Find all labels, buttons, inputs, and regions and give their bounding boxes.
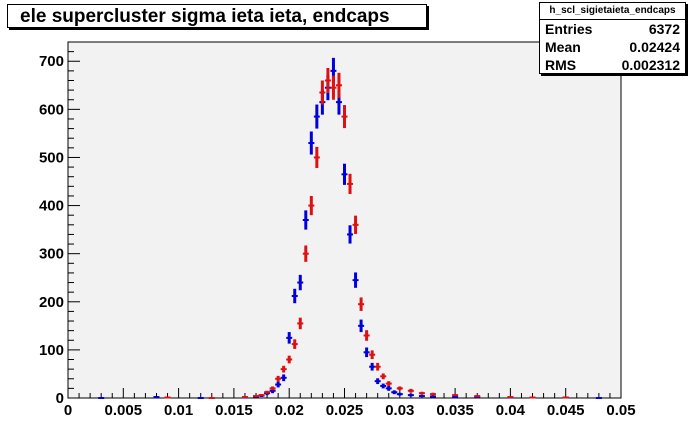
- data-point: [452, 396, 459, 399]
- data-point: [291, 339, 298, 349]
- data-point: [391, 390, 398, 395]
- data-point: [164, 396, 171, 399]
- data-point: [363, 330, 370, 341]
- data-point: [507, 396, 514, 399]
- data-point: [358, 297, 365, 311]
- x-tick-label: 0: [64, 402, 72, 419]
- data-point: [380, 373, 387, 380]
- stats-box: h_scl_sigietaieta_endcaps Entries 6372 M…: [539, 2, 686, 74]
- data-point: [352, 272, 359, 288]
- data-point: [369, 350, 376, 360]
- data-point: [429, 392, 436, 396]
- data-point: [269, 386, 276, 391]
- x-axis: 0 0.005 0.01 0.015 0.02 0.025 0.03 0.035 0.04 0.0…: [64, 388, 636, 419]
- data-point: [291, 288, 298, 304]
- data-point: [562, 396, 569, 399]
- data-point: [286, 355, 293, 364]
- x-tick-label: 0.05: [606, 402, 635, 419]
- data-point: [153, 396, 160, 399]
- y-tick-label: 200: [39, 294, 64, 311]
- data-point: [474, 395, 481, 398]
- data-point: [358, 319, 365, 333]
- series-1: [164, 67, 569, 399]
- data-point: [275, 375, 282, 382]
- stats-label: Entries: [545, 21, 593, 37]
- data-point: [302, 245, 309, 262]
- data-point: [258, 394, 265, 397]
- x-tick-label: 0.02: [275, 402, 304, 419]
- stats-label: RMS: [545, 57, 577, 73]
- data-point: [396, 392, 403, 396]
- y-tick-label: 100: [39, 342, 64, 359]
- data-point: [313, 104, 320, 129]
- series-layer: [98, 57, 602, 399]
- data-point: [308, 131, 315, 155]
- data-point: [241, 396, 248, 399]
- data-point: [385, 385, 392, 391]
- data-point: [280, 374, 287, 382]
- data-point: [302, 210, 309, 230]
- data-point: [275, 381, 282, 388]
- x-tick-label: 0.03: [385, 402, 414, 419]
- series-0: [98, 57, 602, 399]
- data-point: [407, 388, 414, 393]
- data-point: [347, 225, 354, 244]
- x-tick-label: 0.04: [496, 402, 526, 419]
- data-point: [385, 381, 392, 386]
- data-point: [374, 378, 381, 385]
- stats-value: 0.02424: [629, 39, 680, 55]
- data-point: [319, 80, 326, 105]
- stats-row-rms: RMS 0.002312: [540, 56, 685, 74]
- y-tick-label: 500: [39, 149, 64, 166]
- data-point: [363, 347, 370, 358]
- data-point: [324, 67, 331, 93]
- data-point: [330, 75, 337, 100]
- x-tick-label: 0.045: [547, 402, 585, 419]
- stats-row-mean: Mean 0.02424: [540, 38, 685, 56]
- x-tick-label: 0.025: [326, 402, 364, 419]
- data-point: [452, 394, 459, 397]
- data-point: [352, 215, 359, 234]
- data-point: [253, 395, 260, 398]
- data-point: [313, 146, 320, 169]
- data-point: [341, 105, 348, 129]
- y-tick-label: 600: [39, 101, 64, 118]
- x-tick-label: 0.005: [105, 402, 143, 419]
- stats-histogram-name: h_scl_sigietaieta_endcaps: [540, 3, 685, 20]
- data-point: [347, 173, 354, 195]
- data-point: [341, 163, 348, 185]
- data-point: [286, 332, 293, 344]
- data-point: [280, 365, 287, 373]
- chart-title: ele supercluster sigma ieta ieta, endcap…: [7, 4, 427, 28]
- stats-value: 6372: [648, 21, 680, 37]
- y-tick-label: 300: [39, 246, 64, 263]
- y-tick-label: 700: [39, 53, 64, 70]
- data-point: [418, 391, 425, 395]
- data-point: [380, 383, 387, 389]
- data-point: [297, 317, 304, 330]
- y-axis: 0 100 200 300 400 500 600 700: [39, 41, 80, 407]
- stats-label: Mean: [545, 39, 581, 55]
- data-point: [418, 395, 425, 398]
- x-tick-label: 0.035: [436, 402, 474, 419]
- stats-value: 0.002312: [621, 57, 680, 73]
- y-tick-label: 0: [56, 390, 64, 407]
- data-point: [264, 390, 271, 394]
- y-tick-label: 400: [39, 198, 64, 215]
- data-point: [429, 395, 436, 398]
- data-point: [369, 362, 376, 371]
- data-point: [308, 195, 315, 216]
- data-point: [529, 396, 536, 399]
- data-point: [407, 393, 414, 397]
- x-tick-label: 0.01: [164, 402, 193, 419]
- data-point: [297, 274, 304, 291]
- data-point: [396, 386, 403, 391]
- x-tick-label: 0.015: [215, 402, 253, 419]
- frame-background: [67, 41, 622, 399]
- data-point: [374, 362, 381, 371]
- data-point: [335, 72, 342, 98]
- stats-row-entries: Entries 6372: [540, 20, 685, 38]
